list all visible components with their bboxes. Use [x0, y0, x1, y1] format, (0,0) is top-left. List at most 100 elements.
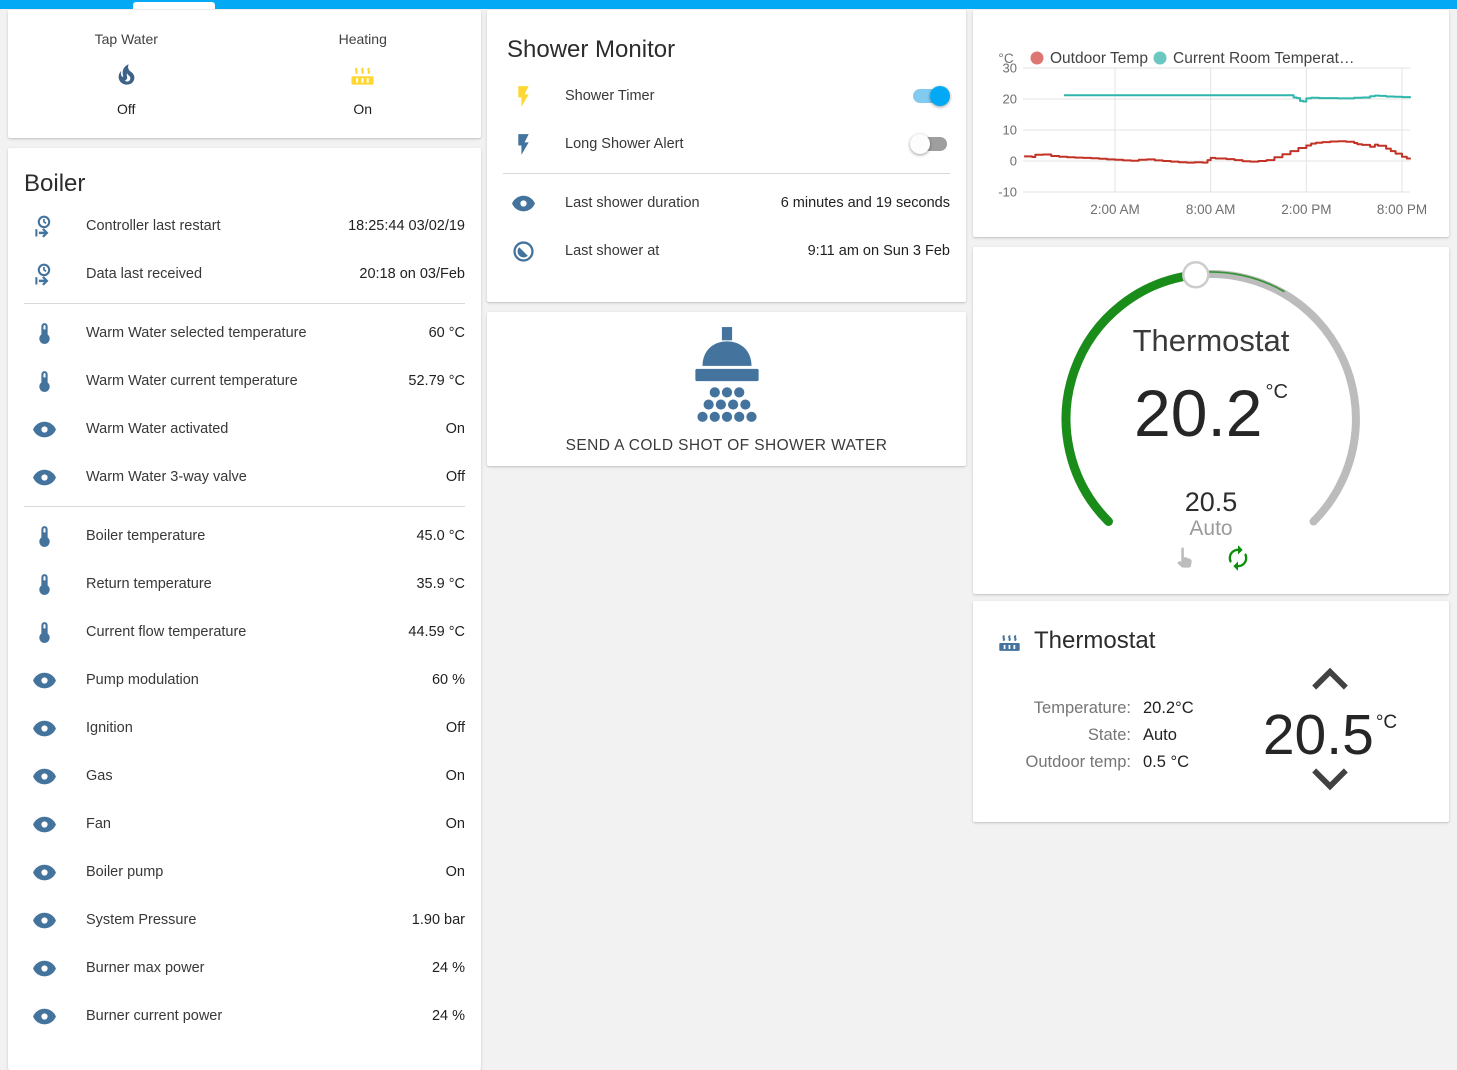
clock-out-icon: [32, 262, 57, 287]
row-value: 6 minutes and 19 seconds: [780, 195, 950, 211]
attr-label: Temperature:: [1033, 699, 1131, 717]
row-value: 35.9 °C: [416, 576, 465, 592]
row-label: Warm Water selected temperature: [86, 325, 307, 341]
row-value: 52.79 °C: [408, 373, 465, 389]
boiler-row[interactable]: Burner current power 24 %: [8, 992, 481, 1040]
temperature-history-chart: 30 20 10 0 -10 2:00 AM 8:00 AM 2:00 PM 8:00 PM °C…: [973, 10, 1449, 237]
row-label: Last shower at: [565, 243, 660, 259]
glance-state: Off: [117, 101, 136, 117]
boiler-row[interactable]: Burner max power 24 %: [8, 944, 481, 992]
glance-item-heating[interactable]: Heating On: [245, 31, 482, 117]
attr-label: Outdoor temp:: [1025, 753, 1131, 771]
setpoint-increase-button[interactable]: [1307, 663, 1353, 693]
boiler-row[interactable]: Boiler temperature 45.0 °C: [8, 512, 481, 560]
setpoint-unit: °C: [1375, 712, 1398, 733]
thermometer-icon: [32, 321, 57, 346]
legend-label[interactable]: Current Room Temperat…: [1173, 50, 1354, 67]
y-tick-label: 30: [1003, 61, 1017, 76]
boiler-row[interactable]: Boiler pump On: [8, 848, 481, 896]
dial-handle[interactable]: [1182, 261, 1210, 289]
row-value: Off: [445, 720, 465, 736]
boiler-row[interactable]: Return temperature 35.9 °C: [8, 560, 481, 608]
thermometer-icon: [32, 369, 57, 394]
row-label: Shower Timer: [565, 88, 655, 104]
shower-monitor-title: Shower Monitor: [507, 36, 676, 63]
dial-title: Thermostat: [1132, 323, 1290, 358]
radiator-icon: [997, 629, 1022, 654]
row-value: 24 %: [431, 960, 465, 976]
row-value: On: [445, 768, 465, 784]
row-value: On: [445, 816, 465, 832]
attr-value: 20.2°C: [1143, 699, 1194, 717]
dial-mode: Auto: [1189, 517, 1233, 540]
row-label: Boiler temperature: [86, 528, 206, 544]
attr-value: Auto: [1143, 726, 1177, 744]
long-shower-alert-toggle[interactable]: [910, 134, 950, 154]
boiler-row[interactable]: Current flow temperature 44.59 °C: [8, 608, 481, 656]
row-label: Boiler pump: [86, 864, 164, 880]
boiler-row[interactable]: Controller last restart 18:25:44 03/02/19: [8, 202, 481, 250]
divider: [24, 506, 465, 507]
boiler-row[interactable]: System Pressure 1.90 bar: [8, 896, 481, 944]
toggle-knob: [910, 134, 930, 154]
unit-label: °C: [998, 51, 1013, 66]
y-tick-label: 0: [1010, 154, 1017, 169]
row-label: Warm Water current temperature: [86, 373, 298, 389]
y-tick-label: 20: [1003, 92, 1017, 107]
legend-dot: [1153, 51, 1167, 65]
boiler-row[interactable]: Warm Water 3-way valve Off: [8, 453, 481, 501]
shower-toggle-row: Shower Timer: [487, 72, 966, 120]
glance-item-tap-water[interactable]: Tap Water Off: [8, 31, 245, 117]
flash-icon: [511, 132, 536, 157]
divider: [503, 173, 950, 174]
boiler-row[interactable]: Pump modulation 60 %: [8, 656, 481, 704]
row-label: Controller last restart: [86, 218, 221, 234]
row-label: Warm Water 3-way valve: [86, 469, 247, 485]
row-label: Last shower duration: [565, 195, 700, 211]
boiler-row[interactable]: Data last received 20:18 on 03/Feb: [8, 250, 481, 298]
boiler-card: Boiler Controller last restart 18:25:44 0…: [8, 148, 481, 1070]
boiler-row[interactable]: Warm Water current temperature 52.79 °C: [8, 357, 481, 405]
thermometer-icon: [32, 572, 57, 597]
eye-icon: [32, 465, 57, 490]
row-value: 18:25:44 03/02/19: [348, 218, 465, 234]
row-label: Data last received: [86, 266, 203, 282]
thermostat-dial: [1061, 261, 1360, 526]
dial-unit: °C: [1265, 381, 1288, 403]
thermostat-dial-card: Thermostat 20.2 °C 20.5 Auto: [973, 247, 1449, 594]
row-label: System Pressure: [86, 912, 197, 928]
autorenew-icon[interactable]: [1224, 544, 1252, 572]
eye-icon: [32, 417, 57, 442]
attr-value: 0.5 °C: [1143, 753, 1190, 771]
attr-label: State:: [1087, 726, 1131, 744]
clock-half-icon: [511, 239, 536, 264]
thermostat-attributes: Temperature: 20.2°C State: Auto Outdoor te…: [973, 695, 1223, 776]
boiler-row[interactable]: Gas On: [8, 752, 481, 800]
cold-shot-button[interactable]: SEND A COLD SHOT OF SHOWER WATER: [487, 312, 966, 466]
boiler-row[interactable]: Warm Water selected temperature 60 °C: [8, 309, 481, 357]
glance-label: Tap Water: [94, 31, 158, 47]
boiler-row[interactable]: Ignition Off: [8, 704, 481, 752]
thermometer-icon: [32, 620, 57, 645]
row-label: Pump modulation: [86, 672, 199, 688]
active-tab-indicator[interactable]: [133, 2, 215, 9]
boiler-row[interactable]: Warm Water activated On: [8, 405, 481, 453]
row-label: Fan: [86, 816, 111, 832]
row-label: Current flow temperature: [86, 624, 247, 640]
row-value: 60 °C: [428, 325, 465, 341]
dial-current-temperature: 20.2 °C: [1134, 376, 1288, 450]
legend-label[interactable]: Outdoor Temp: [1050, 50, 1148, 67]
eye-icon: [32, 668, 57, 693]
row-label: Warm Water activated: [86, 421, 229, 437]
dial-value-arc: [1061, 270, 1201, 526]
shower-info-row[interactable]: Last shower at 9:11 am on Sun 3 Feb: [487, 227, 966, 275]
setpoint-decrease-button[interactable]: [1307, 765, 1353, 795]
row-value: 60 %: [431, 672, 465, 688]
manual-hand-icon[interactable]: [1170, 544, 1198, 572]
row-label: Burner max power: [86, 960, 205, 976]
eye-icon: [32, 812, 57, 837]
boiler-row[interactable]: Fan On: [8, 800, 481, 848]
shower-timer-toggle[interactable]: [910, 86, 950, 106]
shower-info-row[interactable]: Last shower duration 6 minutes and 19 sec…: [487, 179, 966, 227]
top-app-bar: [0, 0, 1457, 9]
